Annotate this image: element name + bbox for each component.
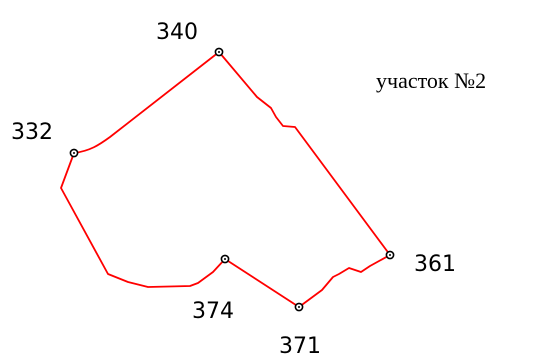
point-label-374: 374: [192, 299, 234, 324]
point-label-332: 332: [11, 120, 53, 145]
point-label-340: 340: [156, 20, 198, 45]
point-label-361: 361: [414, 252, 456, 277]
point-marker-374: [220, 254, 230, 264]
point-marker-340: [214, 47, 224, 57]
point-marker-332: [69, 148, 79, 158]
plot-title: участок №2: [376, 68, 486, 93]
point-marker-371: [294, 302, 304, 312]
plot-boundary-line: [60, 51, 391, 308]
point-marker-361: [385, 250, 395, 260]
point-label-371: 371: [279, 334, 321, 359]
